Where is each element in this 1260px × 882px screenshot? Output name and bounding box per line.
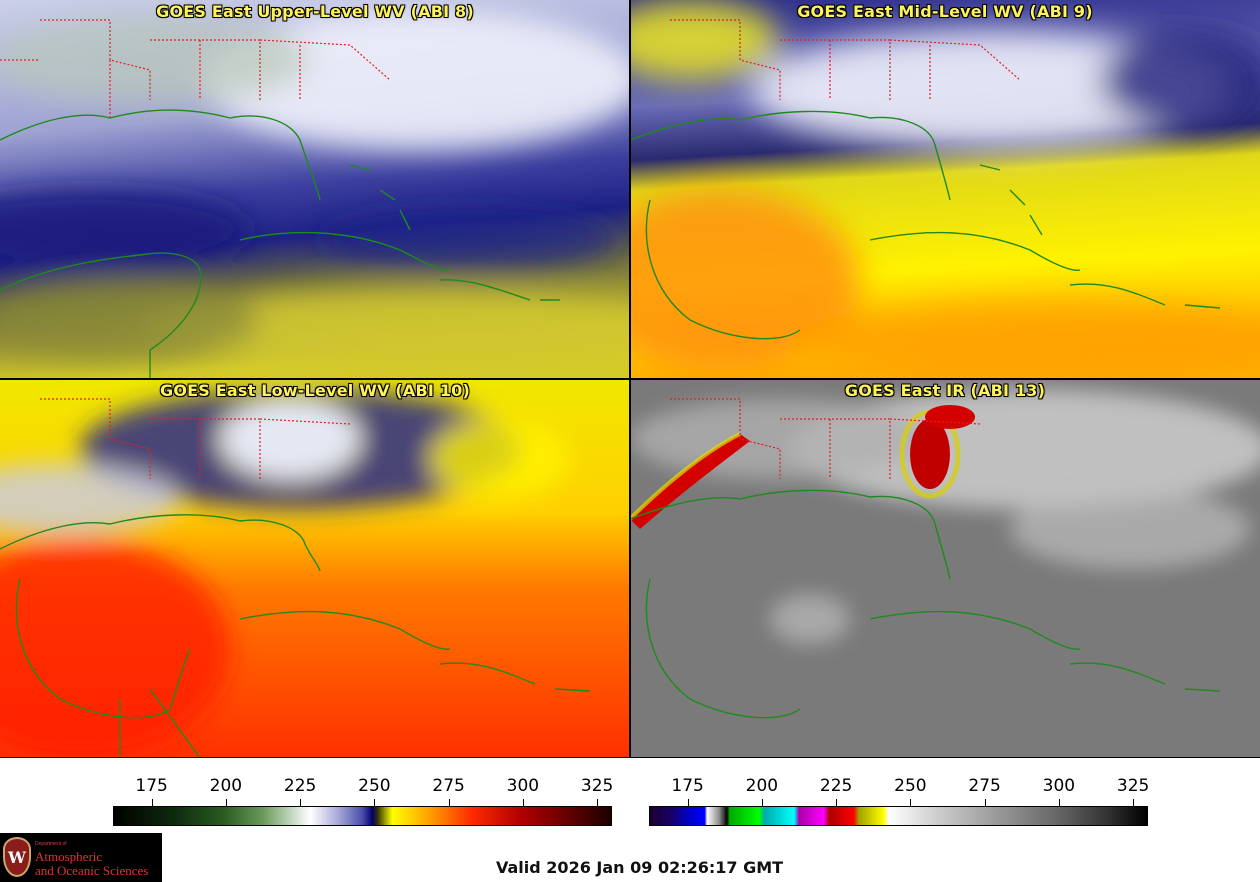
logo-line2: and Oceanic Sciences xyxy=(35,863,149,878)
mid-level-wv-image xyxy=(630,0,1260,379)
infrared-image xyxy=(630,379,1260,758)
colorbar-tick-mark xyxy=(522,799,524,806)
colorbar-tick-mark xyxy=(225,799,227,806)
colorbar-ticks: 175 200 225 250 275 300 325 xyxy=(113,772,614,806)
panel-bottom-border xyxy=(0,757,1260,758)
colorbar-tick-mark xyxy=(374,799,376,806)
colorbar-tick-label: 175 xyxy=(671,776,704,796)
colorbar-tick-mark xyxy=(761,799,763,806)
colorbar-tick-label: 275 xyxy=(432,776,465,796)
colorbar-tick-label: 225 xyxy=(819,776,853,796)
uw-seal-icon: W xyxy=(3,837,31,877)
colorbar-gradient xyxy=(649,806,1148,826)
colorbar-tick-mark xyxy=(1058,799,1060,806)
colorbar-tick-mark xyxy=(151,799,153,806)
infrared-colorbar: 175 200 225 250 275 300 325 xyxy=(649,772,1150,830)
colorbar-tick-label: 325 xyxy=(1116,776,1150,796)
colorbar-tick-label: 250 xyxy=(894,776,927,796)
colorbar-tick-label: 200 xyxy=(209,776,243,796)
colorbar-tick-mark xyxy=(597,799,599,806)
upper-level-wv-panel: GOES East Upper-Level WV (ABI 8) xyxy=(0,0,630,379)
panel-title: GOES East Mid-Level WV (ABI 9) xyxy=(797,2,1093,21)
colorbar-tick-mark xyxy=(1133,799,1135,806)
colorbar-tick-label: 300 xyxy=(1042,776,1076,796)
colorbar-tick-label: 175 xyxy=(135,776,168,796)
colorbar-tick-mark xyxy=(910,799,912,806)
colorbar-tick-label: 300 xyxy=(506,776,540,796)
logo-line1: Atmospheric xyxy=(35,849,103,864)
infrared-panel: GOES East IR (ABI 13) xyxy=(630,379,1260,758)
colorbar-tick-label: 325 xyxy=(580,776,614,796)
colorbar-gradient xyxy=(113,806,612,826)
mid-level-wv-panel: GOES East Mid-Level WV (ABI 9) xyxy=(630,0,1260,379)
upper-level-wv-image xyxy=(0,0,630,379)
low-level-wv-panel: GOES East Low-Level WV (ABI 10) xyxy=(0,379,630,758)
colorbar-tick-label: 200 xyxy=(745,776,779,796)
panel-title: GOES East IR (ABI 13) xyxy=(844,381,1046,400)
colorbar-tick-mark xyxy=(836,799,838,806)
panel-divider-horizontal xyxy=(0,378,1260,380)
water-vapor-colorbar: 175 200 225 250 275 300 325 xyxy=(113,772,614,830)
colorbar-tick-mark xyxy=(687,799,689,806)
colorbar-ticks: 175 200 225 250 275 300 325 xyxy=(649,772,1150,806)
panel-title: GOES East Low-Level WV (ABI 10) xyxy=(159,381,470,400)
valid-time-label: Valid 2026 Jan 09 02:26:17 GMT xyxy=(496,858,784,877)
cold-cloud-tops xyxy=(630,405,975,529)
low-level-wv-image xyxy=(0,379,630,758)
colorbar-tick-mark xyxy=(984,799,986,806)
panel-title: GOES East Upper-Level WV (ABI 8) xyxy=(156,2,474,21)
logo-dept-text: Department of xyxy=(35,841,67,847)
aos-logo: W Department of Atmospheric and Oceanic … xyxy=(0,833,162,882)
colorbar-tick-label: 275 xyxy=(968,776,1001,796)
colorbar-tick-mark xyxy=(448,799,450,806)
colorbar-tick-label: 225 xyxy=(283,776,317,796)
colorbar-tick-label: 250 xyxy=(358,776,391,796)
colorbar-tick-mark xyxy=(300,799,302,806)
